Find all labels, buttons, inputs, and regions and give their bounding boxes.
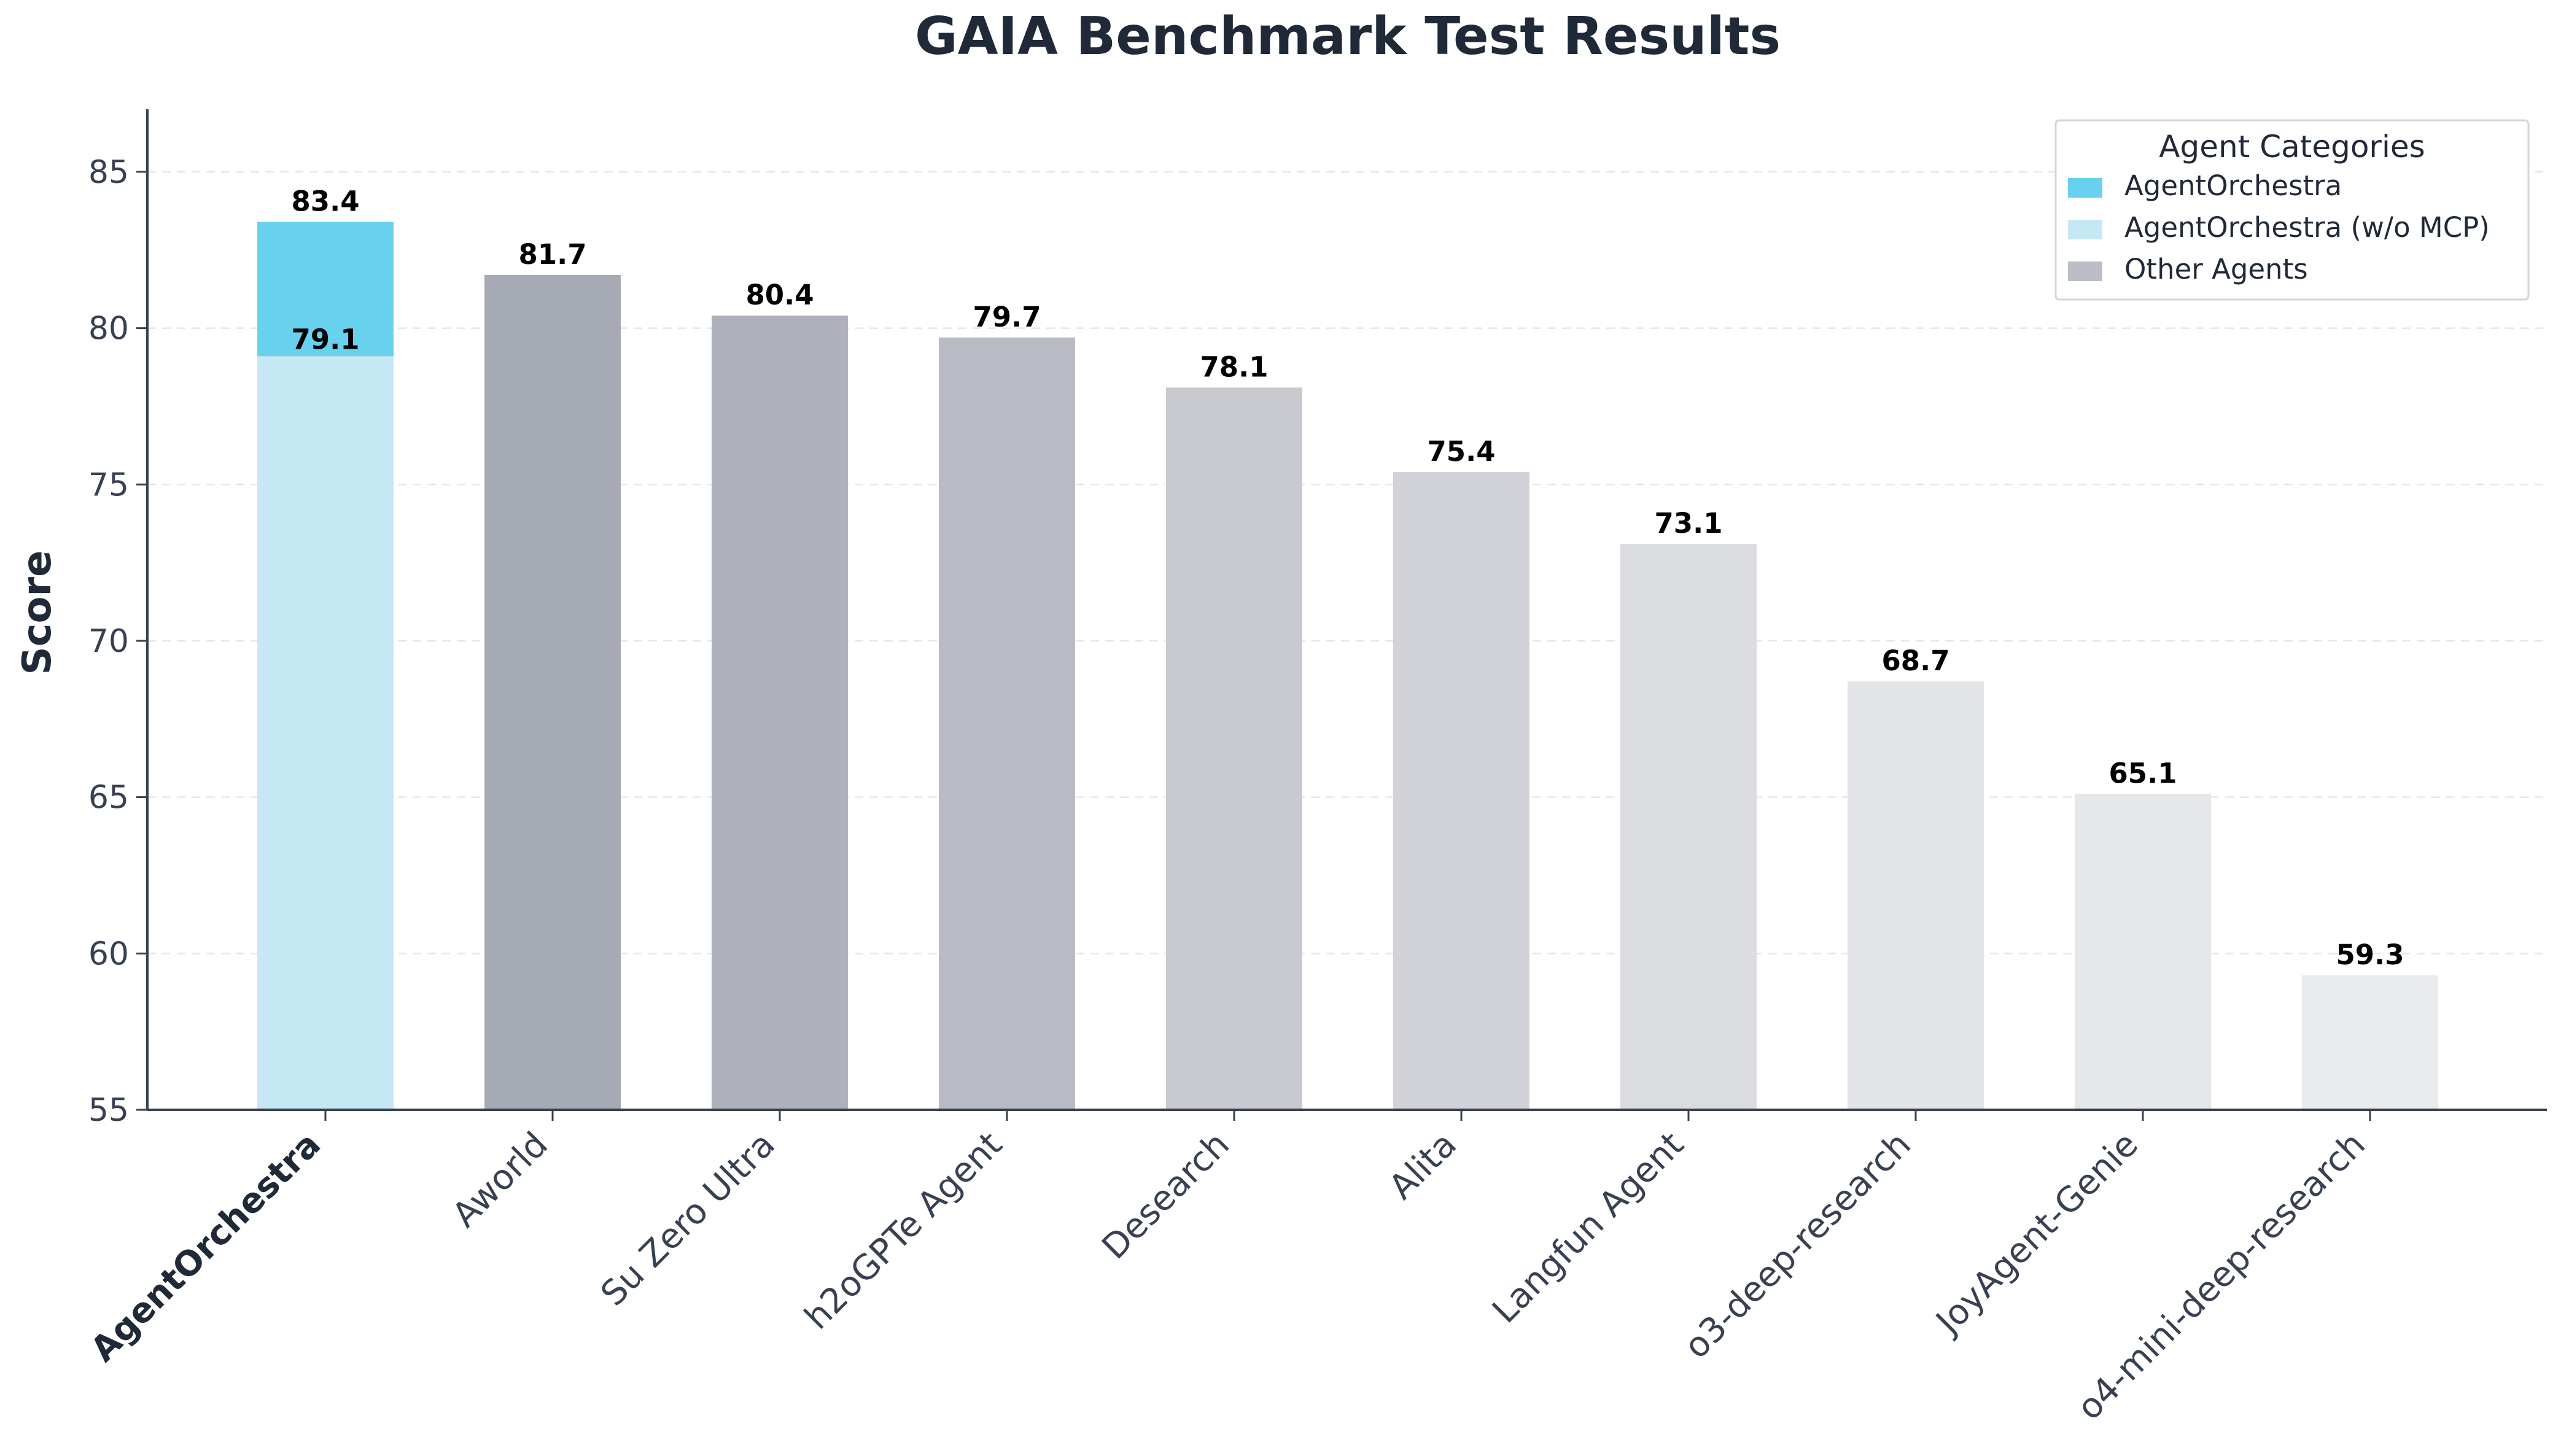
bar-other-agent bbox=[1393, 471, 1529, 1110]
bar-agentorchestra-wo-mcp bbox=[257, 356, 394, 1110]
data-label: 59.3 bbox=[2336, 939, 2404, 971]
data-label: 81.7 bbox=[518, 238, 586, 271]
x-tick-label: h2oGPTe Agent bbox=[797, 1125, 1010, 1338]
legend-label: Other Agents bbox=[2124, 253, 2308, 285]
bar-agentorchestra bbox=[257, 222, 394, 357]
data-label: 80.4 bbox=[745, 279, 814, 311]
x-tick-label: AgentOrchestra bbox=[84, 1125, 328, 1369]
legend-title: Agent Categories bbox=[2159, 129, 2425, 165]
bar-other-agent bbox=[1166, 387, 1302, 1110]
data-label: 79.7 bbox=[973, 301, 1041, 333]
bar-other-agent bbox=[2075, 794, 2211, 1110]
y-axis-label: Score bbox=[15, 551, 60, 675]
x-tick-label: Desearch bbox=[1095, 1125, 1237, 1267]
bar-other-agent bbox=[712, 316, 848, 1110]
y-tick-label: 70 bbox=[88, 623, 129, 660]
y-tick-label: 80 bbox=[88, 311, 129, 347]
x-tick-label: o3-deep-research bbox=[1677, 1125, 1919, 1366]
legend: Agent Categories AgentOrchestra AgentOrche… bbox=[2054, 119, 2530, 301]
bar-other-agent bbox=[939, 337, 1075, 1110]
legend-label: AgentOrchestra bbox=[2124, 169, 2342, 202]
x-tick-label: Aworld bbox=[445, 1125, 555, 1235]
x-tick-label: Su Zero Ultra bbox=[593, 1125, 783, 1314]
legend-label: AgentOrchestra (w/o MCP) bbox=[2124, 211, 2490, 244]
data-label: 75.4 bbox=[1427, 435, 1495, 468]
y-tick-label: 60 bbox=[88, 935, 129, 972]
data-label: 83.4 bbox=[291, 185, 359, 217]
axis-layer bbox=[136, 109, 2547, 1121]
bar-other-agent bbox=[2302, 975, 2438, 1110]
chart-title: GAIA Benchmark Test Results bbox=[915, 6, 1781, 67]
bar-layer bbox=[257, 222, 2438, 1110]
x-tick-label: Alita bbox=[1382, 1125, 1464, 1207]
data-label: 79.1 bbox=[291, 323, 359, 355]
legend-swatch bbox=[2068, 178, 2102, 198]
y-tick-label: 85 bbox=[88, 154, 129, 191]
data-label: 65.1 bbox=[2108, 757, 2177, 790]
bar-other-agent bbox=[484, 274, 621, 1110]
x-tick-label: JoyAgent-Genie bbox=[1927, 1125, 2146, 1343]
bar-other-agent bbox=[1620, 544, 1757, 1110]
legend-frame bbox=[2054, 119, 2530, 301]
data-label: 73.1 bbox=[1654, 507, 1722, 540]
data-label: 68.7 bbox=[1881, 645, 1949, 677]
y-tick-label: 55 bbox=[88, 1092, 129, 1129]
legend-swatch bbox=[2068, 220, 2102, 239]
x-tick-label: Langfun Agent bbox=[1485, 1125, 1691, 1331]
y-tick-label: 65 bbox=[88, 780, 129, 816]
y-tick-label: 75 bbox=[88, 467, 129, 503]
bar-other-agent bbox=[1848, 681, 1984, 1110]
data-label: 78.1 bbox=[1200, 350, 1268, 383]
legend-swatch bbox=[2068, 261, 2102, 281]
